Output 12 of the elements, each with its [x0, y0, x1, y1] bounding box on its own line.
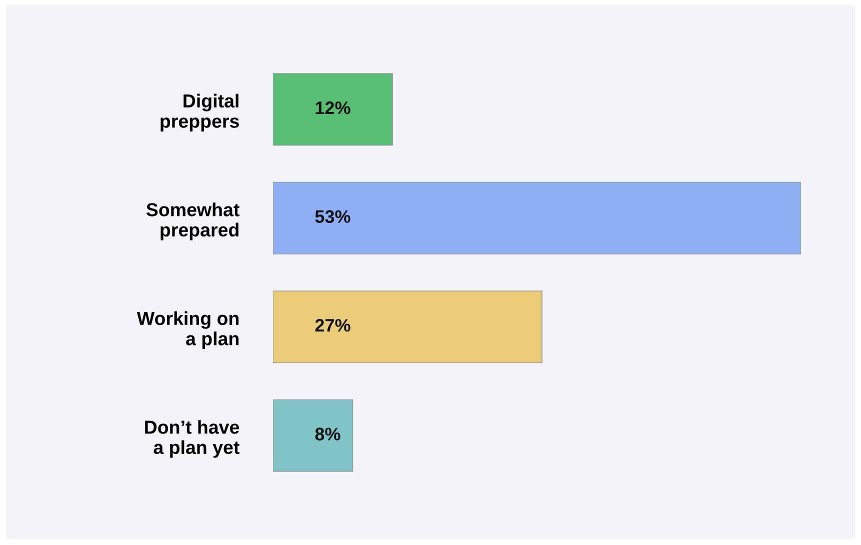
bar [273, 399, 354, 472]
data-label: 27% [315, 318, 350, 332]
data-label: 8% [315, 428, 340, 440]
bar [273, 73, 393, 146]
bar [273, 182, 801, 254]
y-tick-label: Digital preppers [160, 94, 239, 132]
y-tick-label: Don’t have a plan yet [145, 420, 240, 458]
bar [273, 290, 542, 364]
data-label: 12% [316, 101, 350, 114]
y-tick-label: Working on a plan [136, 311, 239, 350]
data-label: 53% [315, 210, 350, 223]
y-tick-label: Somewhat prepared [146, 202, 240, 240]
